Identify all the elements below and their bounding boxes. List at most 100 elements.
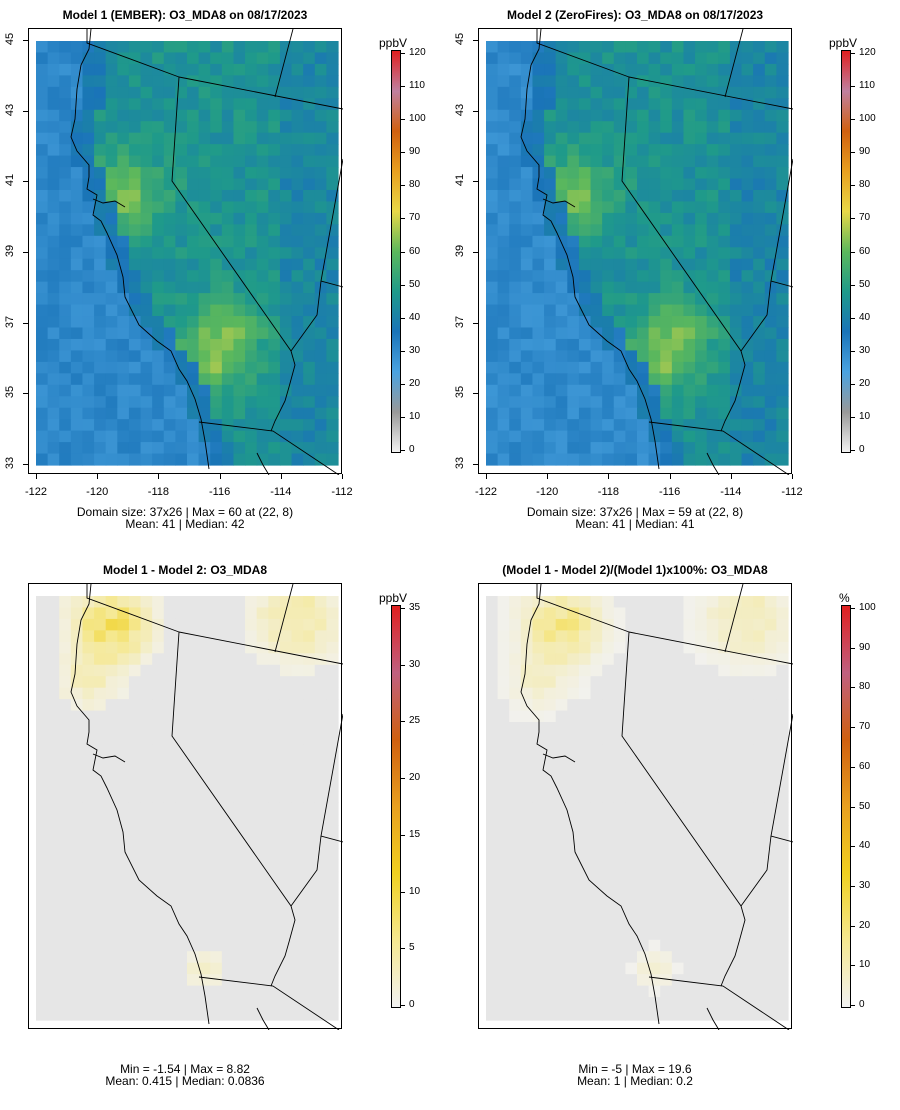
grid-cell [753,270,766,283]
grid-cell [152,396,165,409]
grid-cell [198,338,211,352]
grid-cell [70,630,84,643]
grid-cell [70,687,84,700]
grid-cell [245,167,258,180]
grid-cell [245,384,258,397]
grid-cell [187,871,200,884]
grid-cell [175,607,188,620]
grid-cell [637,1008,650,1021]
grid-cell [128,189,142,203]
grid-cell [163,442,176,455]
grid-cell [671,132,685,145]
grid-cell [187,178,200,191]
grid-cell [486,75,499,88]
grid-cell [555,419,568,432]
grid-cell [718,212,731,225]
grid-cell [753,882,766,895]
grid-cell [233,109,246,122]
grid-cell [683,338,696,352]
grid-cell [94,224,107,237]
grid-cell [729,258,743,271]
grid-cell [221,722,235,735]
grid-cell [152,939,165,952]
grid-cell [648,928,661,941]
grid-cell [729,779,743,792]
grid-cell [94,316,107,329]
grid-cell [578,98,592,111]
grid-cell [555,178,568,191]
grid-cell [497,304,510,317]
grid-cell [94,442,107,455]
grid-cell [36,281,49,294]
grid-cell [140,293,153,306]
grid-cell [486,962,499,975]
grid-cell [486,201,499,214]
grid-cell [175,419,188,432]
grid-cell [578,802,592,815]
grid-cell [520,98,534,111]
grid-cell [245,893,258,907]
grid-cell [741,373,754,386]
grid-cell [47,676,60,689]
grid-cell [221,893,235,907]
grid-cell [567,848,580,861]
grid-cell [660,859,673,872]
grid-cell [256,905,269,918]
grid-cell [706,155,719,168]
grid-cell [520,653,534,666]
grid-cell [741,1008,754,1021]
grid-cell [117,178,130,191]
grid-cell [637,235,650,248]
grid-cell [140,733,153,746]
grid-cell [94,396,107,409]
grid-cell [94,327,107,340]
grid-cell [70,848,84,861]
grid-cell [47,258,60,271]
grid-cell [105,419,118,432]
grid-cell [613,618,626,631]
grid-cell [683,790,696,803]
y-tick-label: 37 [4,315,16,328]
grid-cell [256,189,269,203]
grid-cell [683,235,696,248]
grid-cell [314,430,327,443]
grid-cell [671,893,685,907]
grid-cell [303,985,316,998]
grid-cell [59,848,72,861]
grid-cell [326,618,339,631]
grid-cell [94,744,107,758]
grid-cell [326,41,339,54]
grid-cell [279,155,293,168]
grid-cell [718,882,731,895]
grid-cell [578,871,592,884]
grid-cell [187,836,200,849]
grid-cell [245,767,258,780]
grid-cell [70,270,84,283]
grid-cell [671,848,685,861]
grid-cell [128,316,142,329]
grid-cell [637,962,650,975]
grid-cell [303,905,316,918]
grid-cell [314,201,327,214]
grid-cell [82,41,95,54]
grid-cell [764,916,777,929]
grid-cell [544,893,557,907]
grid-cell [198,121,211,134]
grid-cell [268,75,281,88]
grid-cell [291,247,304,260]
grid-cell [152,419,165,432]
grid-cell [741,756,754,769]
grid-cell [94,384,107,397]
grid-cell [660,848,673,861]
grid-cell [187,258,200,271]
grid-cell [695,384,708,397]
grid-cell [128,813,142,826]
grid-cell [520,939,534,952]
grid-cell [70,167,84,180]
grid-cell [497,235,510,248]
grid-cell [729,676,743,689]
grid-cell [520,109,534,122]
grid-cell [497,779,510,792]
grid-cell [729,235,743,248]
grid-cell [729,722,743,735]
